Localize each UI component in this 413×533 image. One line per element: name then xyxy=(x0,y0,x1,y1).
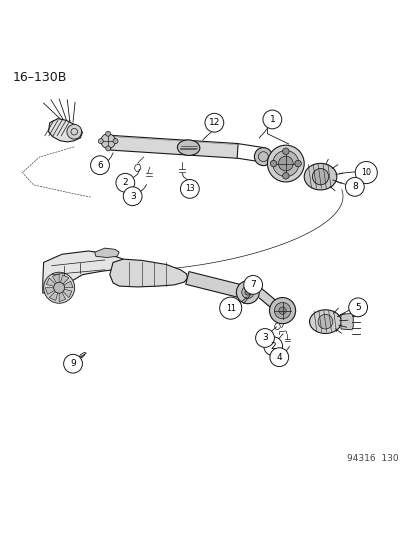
Circle shape xyxy=(54,282,64,293)
Text: 1: 1 xyxy=(269,115,275,124)
Text: 2: 2 xyxy=(122,178,128,187)
Text: 16–130B: 16–130B xyxy=(13,71,67,84)
Circle shape xyxy=(204,114,223,132)
Circle shape xyxy=(43,272,74,303)
Circle shape xyxy=(105,146,110,151)
Circle shape xyxy=(317,314,332,329)
Polygon shape xyxy=(52,274,59,283)
Polygon shape xyxy=(340,313,352,330)
Circle shape xyxy=(98,139,103,143)
Polygon shape xyxy=(49,292,57,301)
Polygon shape xyxy=(60,275,69,284)
Circle shape xyxy=(90,156,109,175)
Circle shape xyxy=(269,348,288,367)
Circle shape xyxy=(219,297,241,319)
Polygon shape xyxy=(110,135,237,158)
Circle shape xyxy=(180,180,199,198)
Circle shape xyxy=(64,354,82,373)
Polygon shape xyxy=(46,278,55,286)
Text: 3: 3 xyxy=(129,192,135,201)
Circle shape xyxy=(348,298,367,317)
Text: 7: 7 xyxy=(250,280,255,289)
Circle shape xyxy=(278,156,292,171)
Circle shape xyxy=(123,187,142,206)
Text: 12: 12 xyxy=(208,118,219,127)
Text: 8: 8 xyxy=(351,182,357,191)
Circle shape xyxy=(282,148,288,155)
Text: 11: 11 xyxy=(225,304,235,313)
Circle shape xyxy=(270,160,276,167)
Circle shape xyxy=(105,131,110,136)
Polygon shape xyxy=(95,248,119,257)
Polygon shape xyxy=(109,259,187,287)
Text: 4: 4 xyxy=(276,353,281,362)
Polygon shape xyxy=(48,119,82,142)
Circle shape xyxy=(255,328,274,348)
Circle shape xyxy=(100,134,115,149)
Circle shape xyxy=(243,276,262,294)
Circle shape xyxy=(278,307,285,314)
Circle shape xyxy=(244,289,250,295)
Circle shape xyxy=(254,148,272,166)
Polygon shape xyxy=(63,289,72,297)
Polygon shape xyxy=(79,352,86,357)
Polygon shape xyxy=(59,293,66,302)
Text: 13: 13 xyxy=(185,184,194,193)
Text: 9: 9 xyxy=(70,359,76,368)
Polygon shape xyxy=(185,272,249,300)
Text: 6: 6 xyxy=(97,161,102,169)
Polygon shape xyxy=(64,281,73,288)
Circle shape xyxy=(344,177,363,196)
Text: 3: 3 xyxy=(261,334,267,343)
Text: 2: 2 xyxy=(270,342,275,351)
Circle shape xyxy=(263,337,282,356)
Text: 10: 10 xyxy=(361,168,370,177)
Circle shape xyxy=(294,160,301,167)
Circle shape xyxy=(269,297,295,324)
Ellipse shape xyxy=(309,310,341,334)
Circle shape xyxy=(113,139,118,143)
Circle shape xyxy=(354,161,376,183)
Text: 5: 5 xyxy=(354,303,360,312)
Circle shape xyxy=(116,173,134,192)
Ellipse shape xyxy=(304,164,336,190)
Circle shape xyxy=(272,150,298,176)
Circle shape xyxy=(67,124,81,139)
Circle shape xyxy=(241,286,253,298)
Polygon shape xyxy=(43,251,123,293)
Circle shape xyxy=(262,110,281,129)
Circle shape xyxy=(267,145,304,182)
Ellipse shape xyxy=(177,140,199,156)
Polygon shape xyxy=(45,288,54,294)
Circle shape xyxy=(236,281,259,304)
Circle shape xyxy=(274,302,290,319)
Text: 94316  130: 94316 130 xyxy=(347,454,398,463)
Circle shape xyxy=(312,168,328,185)
Circle shape xyxy=(282,173,288,179)
